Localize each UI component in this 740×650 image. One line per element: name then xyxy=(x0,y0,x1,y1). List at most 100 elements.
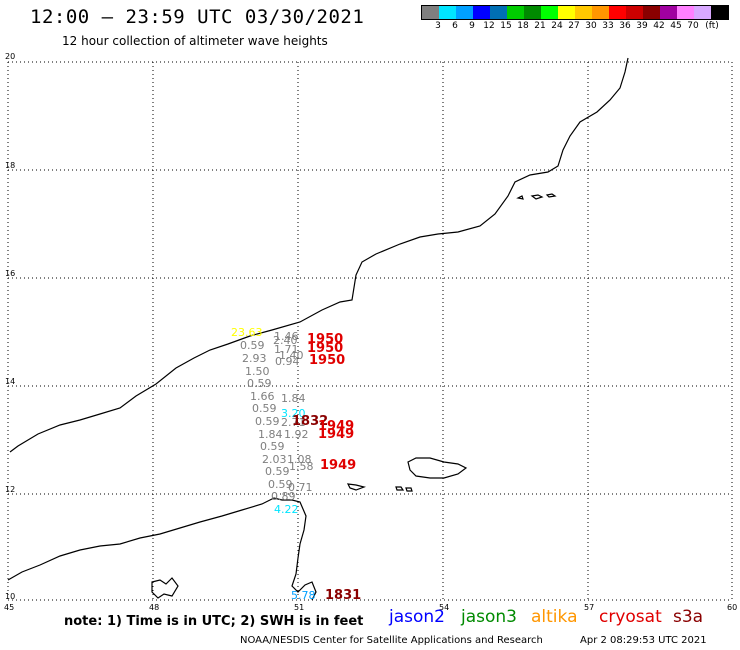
wave-height-label: 0.59 xyxy=(268,478,293,491)
wave-height-label: 4.22 xyxy=(274,503,299,516)
wave-height-label: 0.59 xyxy=(247,377,272,390)
lon-label-51: 51 xyxy=(294,603,305,612)
legend-swatch xyxy=(558,6,575,19)
legend-swatch xyxy=(660,6,677,19)
mission-s3a: s3a xyxy=(673,607,704,627)
arabian-coast xyxy=(9,57,629,453)
legend-swatch xyxy=(677,6,694,19)
wave-height-label: 0.59 xyxy=(260,440,285,453)
wave-height-label: 0.59 xyxy=(240,339,265,352)
wave-height-label: 1.84 xyxy=(281,392,306,405)
legend-swatch xyxy=(711,6,728,19)
mission-jason3: jason3 xyxy=(461,607,517,627)
chart-subtitle: 12 hour collection of altimeter wave hei… xyxy=(62,34,328,48)
mission-altika: altika xyxy=(531,607,578,627)
socotra-island xyxy=(407,457,468,479)
legend-swatch xyxy=(592,6,609,19)
wave-height-label: 3.20 xyxy=(281,407,306,420)
mission-cryosat: cryosat xyxy=(599,607,662,627)
legend-swatch xyxy=(422,6,439,19)
chart-title: 12:00 – 23:59 UTC 03/30/2021 xyxy=(30,6,365,28)
wave-height-label: 2.71 xyxy=(281,416,306,429)
wave-height-label: 0.59 xyxy=(255,415,280,428)
lon-label-45: 45 xyxy=(4,603,15,612)
legend-tick-label: 70 xyxy=(687,21,699,31)
wave-height-label: 0.59 xyxy=(252,402,277,415)
graticule xyxy=(7,61,733,601)
wave-height-label: 1.58 xyxy=(289,460,314,473)
mission-jason2: jason2 xyxy=(389,607,445,627)
wave-height-label: 23.63 xyxy=(231,326,263,339)
abd-al-kuri-island xyxy=(346,483,367,491)
pass-time-label: 1831 xyxy=(325,588,362,603)
lon-label-57: 57 xyxy=(584,603,595,612)
lat-label-16: 16 xyxy=(5,269,16,278)
credit-line: NOAA/NESDIS Center for Satellite Applica… xyxy=(240,635,543,646)
wave-height-label: 1.84 xyxy=(258,428,283,441)
legend-tick-label: 30 xyxy=(585,21,597,31)
legend-tick-label: 6 xyxy=(452,21,458,31)
pass-time-label: 1832 xyxy=(292,414,329,429)
pass-time-label: 1950 xyxy=(307,332,344,347)
djibouti-fragment xyxy=(151,577,179,599)
kuria-muria-islands xyxy=(516,193,557,200)
generated-timestamp: Apr 2 08:29:53 UTC 2021 xyxy=(580,635,707,646)
wave-height-label: 1.08 xyxy=(287,453,312,466)
wave-height-label: 1.40 xyxy=(279,349,304,362)
legend-swatch xyxy=(439,6,456,19)
lon-label-54: 54 xyxy=(439,603,450,612)
wave-height-label: 1.71 xyxy=(274,343,299,356)
legend-ticks: 3 6 9 12 15 18 21 24 27 30 33 36 39 42 45 70 (ft) xyxy=(421,20,729,34)
legend-swatch xyxy=(473,6,490,19)
wave-height-label: 5.78 xyxy=(291,589,316,602)
legend-tick-label: 21 xyxy=(534,21,546,31)
legend-tick-label: 39 xyxy=(636,21,648,31)
legend-swatch xyxy=(609,6,626,19)
legend-tick-label: 12 xyxy=(483,21,495,31)
legend-swatch xyxy=(490,6,507,19)
wave-height-label: 0.94 xyxy=(275,355,300,368)
lat-label-18: 18 xyxy=(5,161,16,170)
legend-tick-label: 42 xyxy=(653,21,665,31)
legend-tick-label: (ft) xyxy=(705,21,719,31)
legend-tick-label: 27 xyxy=(568,21,580,31)
wave-height-label: 1.50 xyxy=(245,365,270,378)
lat-label-20: 20 xyxy=(5,52,16,61)
legend-tick-label: 18 xyxy=(517,21,529,31)
legend-swatch xyxy=(524,6,541,19)
wave-height-label: 1.66 xyxy=(250,390,275,403)
units-note: note: 1) Time is in UTC; 2) SWH is in fe… xyxy=(64,614,364,629)
coastline xyxy=(7,57,629,601)
samha-island xyxy=(395,486,405,491)
pass-time-label: 1950 xyxy=(307,341,344,356)
wave-height-label: 2.40 xyxy=(273,334,298,347)
pass-time-label: 1949 xyxy=(318,419,355,434)
wave-height-label: 0.71 xyxy=(288,481,313,494)
legend-swatch xyxy=(507,6,524,19)
legend-tick-label: 9 xyxy=(469,21,475,31)
legend-swatch xyxy=(643,6,660,19)
lon-label-60: 60 xyxy=(727,603,738,612)
legend-tick-label: 15 xyxy=(500,21,512,31)
darsa-island xyxy=(405,487,413,492)
legend-swatch xyxy=(575,6,592,19)
legend-swatches xyxy=(421,5,729,20)
lon-label-48: 48 xyxy=(149,603,160,612)
legend-swatch xyxy=(456,6,473,19)
legend-swatch xyxy=(541,6,558,19)
pass-time-label: 1949 xyxy=(320,458,357,473)
color-legend: 3 6 9 12 15 18 21 24 27 30 33 36 39 42 45 70 (ft) xyxy=(421,5,729,34)
lat-label-14: 14 xyxy=(5,377,16,386)
wave-height-label: 0.59 xyxy=(265,465,290,478)
legend-swatch xyxy=(694,6,711,19)
wave-height-label: 1.46 xyxy=(274,330,299,343)
legend-tick-label: 33 xyxy=(602,21,614,31)
wave-height-label: 2.03 xyxy=(262,453,287,466)
legend-swatch xyxy=(626,6,643,19)
legend-tick-label: 45 xyxy=(670,21,682,31)
legend-tick-label: 3 xyxy=(435,21,441,31)
lat-label-12: 12 xyxy=(5,485,16,494)
wave-height-label: 2.93 xyxy=(242,352,267,365)
lat-label-10: 10 xyxy=(5,592,16,601)
